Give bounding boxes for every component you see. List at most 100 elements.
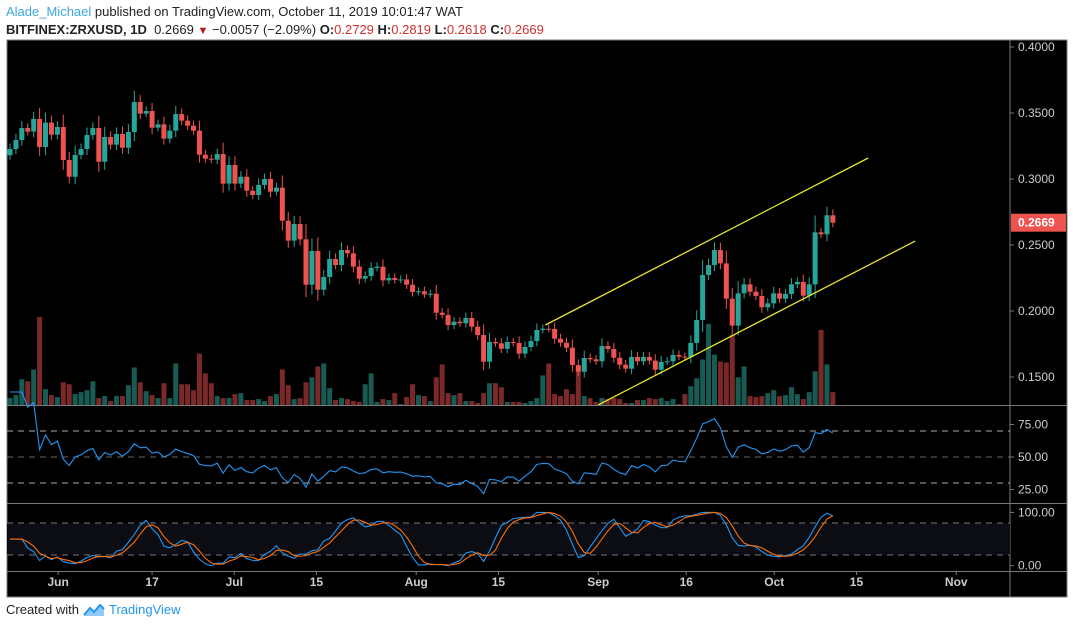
volume-bar	[421, 396, 427, 405]
volume-bar	[31, 369, 37, 405]
volume-bar	[824, 364, 830, 405]
volume-bar	[309, 377, 315, 405]
volume-bar	[670, 399, 676, 405]
tradingview-brand-link[interactable]: TradingView	[108, 602, 181, 617]
volume-bar	[96, 398, 102, 405]
candle-body	[558, 338, 564, 343]
volume-bar	[196, 353, 202, 405]
candle-body	[232, 165, 238, 184]
volume-bar	[451, 395, 457, 405]
candle-body	[498, 343, 504, 349]
candle-body	[220, 154, 226, 184]
volume-bar	[90, 381, 96, 405]
date-tick-label: Jul	[226, 575, 243, 589]
candle-body	[31, 118, 37, 132]
volume-bar	[528, 401, 534, 405]
volume-bar	[558, 396, 564, 405]
candle-body	[143, 111, 149, 114]
candle-body	[273, 187, 279, 192]
candle-body	[66, 159, 72, 177]
volume-bar	[581, 396, 587, 405]
volume-bar	[208, 383, 214, 405]
candle-body	[694, 319, 700, 343]
candle-body	[327, 258, 333, 277]
volume-bar	[202, 373, 208, 405]
date-tick-label: 15	[310, 575, 324, 589]
date-tick-label: 15	[492, 575, 506, 589]
candle-body	[824, 215, 830, 235]
candle-body	[516, 342, 522, 354]
candle-body	[510, 342, 516, 344]
candle-body	[202, 154, 208, 159]
candle-body	[563, 342, 569, 348]
publish-info: Alade_Michael published on TradingView.c…	[6, 4, 463, 19]
candle-body	[534, 330, 540, 341]
price-tick-label: 0.4000	[1018, 40, 1055, 54]
candle-body	[238, 176, 244, 184]
candle-body	[765, 303, 771, 308]
volume-bar	[492, 383, 498, 405]
date-tick-label: Sep	[587, 575, 609, 589]
low-label: L:	[434, 22, 447, 37]
candle-body	[599, 345, 605, 362]
candle-body	[54, 126, 60, 135]
volume-bar	[102, 396, 108, 405]
volume-bar	[13, 395, 19, 405]
volume-bar	[812, 371, 818, 405]
volume-bar	[60, 382, 66, 405]
volume-bar	[552, 394, 558, 405]
volume-bar	[569, 394, 575, 405]
volume-bar	[433, 377, 439, 405]
candle-body	[723, 263, 729, 299]
stoch-tick-label: 100.00	[1018, 505, 1055, 519]
date-tick-label: Aug	[405, 575, 428, 589]
volume-bar	[504, 402, 510, 405]
candle-body	[108, 137, 114, 145]
volume-bar	[658, 398, 664, 405]
volume-bar	[362, 384, 368, 405]
candle-body	[706, 265, 712, 275]
candle-body	[528, 340, 534, 348]
candle-body	[179, 114, 185, 121]
volume-bar	[753, 397, 759, 405]
candle-body	[114, 133, 120, 145]
volume-bar	[498, 387, 504, 405]
candle-body	[492, 342, 498, 344]
volume-bar	[593, 402, 599, 405]
volume-bar	[161, 383, 167, 405]
candle-body	[13, 140, 19, 150]
volume-bar	[43, 389, 49, 405]
candle-body	[587, 357, 593, 360]
author-link[interactable]: Alade_Michael	[6, 4, 92, 19]
candle-body	[711, 250, 717, 266]
volume-bar	[800, 399, 806, 405]
candle-body	[321, 276, 327, 290]
volume-bar	[173, 363, 179, 405]
open-value: 0.2729	[334, 22, 374, 37]
candle-body	[131, 102, 137, 133]
candle-body	[540, 328, 546, 331]
price-pane	[7, 90, 916, 405]
candle-body	[84, 135, 90, 150]
volume-bar	[806, 392, 812, 405]
volume-bar	[262, 401, 268, 405]
volume-bar	[599, 398, 605, 405]
candle-body	[37, 118, 43, 148]
price-tick-label: 0.3000	[1018, 172, 1055, 186]
candle-body	[463, 317, 469, 324]
down-arrow-icon: ▼	[197, 25, 209, 37]
candle-body	[102, 137, 108, 162]
created-with-text: Created with	[6, 602, 79, 617]
candle-body	[386, 278, 392, 281]
candle-body	[344, 250, 350, 254]
candle-body	[664, 361, 670, 363]
price-tick-label: 0.3500	[1018, 106, 1055, 120]
volume-bar	[717, 361, 723, 405]
candle-body	[611, 349, 617, 358]
candle-body	[469, 317, 475, 327]
volume-bar	[220, 398, 226, 405]
volume-bar	[563, 389, 569, 405]
candle-body	[155, 124, 161, 128]
volume-bar	[232, 394, 238, 405]
